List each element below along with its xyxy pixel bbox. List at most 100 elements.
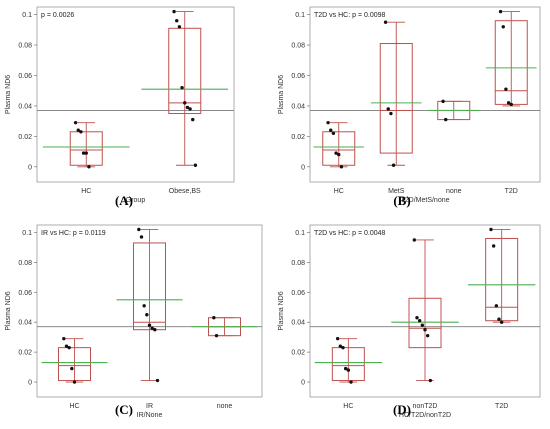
data-point[interactable] <box>81 151 86 155</box>
data-point[interactable] <box>172 9 176 14</box>
data-point[interactable] <box>177 25 182 29</box>
data-point[interactable] <box>70 366 74 371</box>
y-tick-label: 0.08 <box>291 260 305 267</box>
data-point[interactable] <box>180 85 184 90</box>
data-point[interactable] <box>338 344 343 348</box>
x-axis-label: HC/T2D/nonT2D <box>399 412 451 419</box>
y-tick-label: 0.08 <box>291 43 305 50</box>
data-point[interactable] <box>509 102 513 107</box>
data-point[interactable] <box>444 117 448 122</box>
data-point[interactable] <box>214 333 219 338</box>
data-point[interactable] <box>417 319 422 323</box>
x-axis-label: IR/None <box>137 412 163 419</box>
data-point[interactable] <box>150 326 154 330</box>
data-point[interactable] <box>64 344 69 348</box>
data-point[interactable] <box>425 333 430 338</box>
data-point[interactable] <box>339 165 344 169</box>
data-point[interactable] <box>499 320 504 324</box>
data-point[interactable] <box>346 368 351 372</box>
x-axis-label: Group <box>126 197 146 204</box>
y-tick-label: 0.04 <box>18 103 32 110</box>
data-point[interactable] <box>489 227 493 232</box>
data-point[interactable] <box>331 131 336 136</box>
data-point[interactable] <box>87 165 91 169</box>
data-point[interactable] <box>386 107 390 111</box>
data-point[interactable] <box>67 345 71 350</box>
data-point[interactable] <box>412 238 417 242</box>
data-point[interactable] <box>137 227 141 232</box>
y-tick-label: 0 <box>301 380 305 387</box>
data-point[interactable] <box>326 120 330 125</box>
data-point[interactable] <box>504 87 508 91</box>
data-point[interactable] <box>506 101 511 105</box>
box[interactable] <box>322 131 356 166</box>
data-point[interactable] <box>337 152 341 157</box>
data-point[interactable] <box>76 128 80 132</box>
data-point[interactable] <box>185 105 190 110</box>
data-point[interactable] <box>349 380 353 384</box>
data-point[interactable] <box>491 244 496 248</box>
data-point[interactable] <box>84 151 88 155</box>
data-point[interactable] <box>420 323 425 327</box>
data-point[interactable] <box>343 366 348 371</box>
y-tick-label: 0 <box>28 164 32 171</box>
box[interactable] <box>379 43 413 154</box>
data-point[interactable] <box>142 304 146 308</box>
panel-label: (D) <box>392 402 412 417</box>
data-point[interactable] <box>329 128 333 132</box>
box[interactable] <box>168 27 202 115</box>
y-tick-label: 0.06 <box>18 73 32 80</box>
data-point[interactable] <box>428 378 433 383</box>
data-point[interactable] <box>212 316 216 320</box>
panel-label: (C) <box>114 402 134 417</box>
box[interactable] <box>485 237 519 322</box>
data-point[interactable] <box>153 327 157 332</box>
p-value-annotation: T2D vs HC: p = 0.0048 <box>314 230 386 237</box>
data-point[interactable] <box>383 20 388 24</box>
data-point[interactable] <box>191 117 195 122</box>
data-point[interactable] <box>391 163 396 167</box>
data-point[interactable] <box>415 316 419 320</box>
data-point[interactable] <box>335 336 340 341</box>
data-point[interactable] <box>73 120 78 125</box>
data-point[interactable] <box>193 163 198 167</box>
data-point[interactable] <box>498 9 503 14</box>
data-point[interactable] <box>497 317 501 321</box>
data-point[interactable] <box>341 345 345 350</box>
data-point[interactable] <box>494 304 499 308</box>
data-point[interactable] <box>183 101 187 105</box>
data-point[interactable] <box>188 107 192 111</box>
data-point[interactable] <box>147 323 152 327</box>
box[interactable] <box>69 131 103 166</box>
data-point[interactable] <box>501 25 505 29</box>
box[interactable] <box>408 297 442 349</box>
y-tick-label: 0.04 <box>291 103 305 110</box>
data-point[interactable] <box>334 151 338 155</box>
y-tick-label: 0.1 <box>22 230 32 237</box>
y-tick-label: 0.06 <box>291 73 305 80</box>
data-point[interactable] <box>139 235 144 239</box>
y-axis-label: Plasma ND6 <box>278 75 285 114</box>
data-point[interactable] <box>155 378 160 383</box>
data-point[interactable] <box>79 130 83 134</box>
plot-frame <box>309 6 541 183</box>
data-point[interactable] <box>72 380 77 384</box>
data-point[interactable] <box>175 18 179 23</box>
box[interactable] <box>331 347 365 382</box>
y-tick-label: 0 <box>301 164 305 171</box>
y-tick-label: 0.04 <box>18 320 32 327</box>
data-point[interactable] <box>389 111 393 116</box>
data-point[interactable] <box>423 327 427 332</box>
data-point[interactable] <box>62 336 66 341</box>
x-tick-label: none <box>446 188 462 195</box>
x-tick-label: IR <box>146 403 153 410</box>
panel-label: (A) <box>114 193 134 208</box>
y-axis-label: Plasma ND6 <box>5 75 12 114</box>
data-point[interactable] <box>145 313 149 317</box>
box[interactable] <box>133 242 166 331</box>
data-point[interactable] <box>441 99 445 104</box>
